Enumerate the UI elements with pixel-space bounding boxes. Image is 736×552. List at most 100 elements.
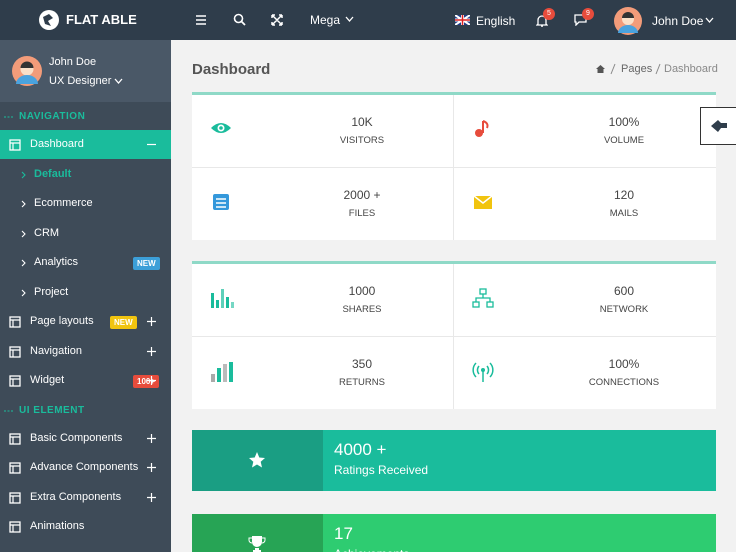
bars-icon bbox=[211, 289, 234, 308]
expand-icon bbox=[147, 492, 156, 502]
returns-icon bbox=[211, 362, 233, 382]
main: Dashboard Pages Dashboard 10K VISITORS 100… bbox=[171, 40, 736, 552]
avatar[interactable] bbox=[614, 7, 642, 35]
notification-badge: 5 bbox=[543, 8, 555, 20]
menu-item[interactable]: Basic Components bbox=[30, 431, 123, 444]
chevron bbox=[21, 259, 26, 267]
menu-icon bbox=[9, 491, 21, 504]
menu-icon[interactable] bbox=[195, 14, 207, 26]
stat-cell: 350 RETURNS bbox=[192, 337, 454, 409]
stat-label: MAILS bbox=[609, 208, 639, 219]
stat-cell: 100% VOLUME bbox=[454, 95, 716, 167]
submenu-item[interactable]: Ecommerce bbox=[34, 197, 93, 209]
chevron bbox=[345, 16, 354, 22]
star-icon bbox=[249, 452, 265, 468]
section-title: NAVIGATION bbox=[19, 111, 86, 122]
mail-icon bbox=[473, 195, 493, 209]
stat-cell: 1000 SHARES bbox=[192, 264, 454, 336]
menu-icon bbox=[9, 432, 21, 445]
banner-value: 17 bbox=[334, 524, 353, 543]
banner-label: Achievements bbox=[334, 547, 409, 552]
stat-value: 100% bbox=[608, 115, 640, 129]
stat-value: 2000 + bbox=[343, 188, 381, 202]
section-dash bbox=[4, 116, 14, 118]
stat-cell: 600 NETWORK bbox=[454, 264, 716, 336]
stat-value: 120 bbox=[613, 188, 635, 202]
badge: NEW bbox=[110, 316, 137, 329]
expand-icon bbox=[147, 376, 156, 385]
menu-icon bbox=[9, 462, 21, 474]
message-badge: 9 bbox=[582, 8, 594, 20]
menu-item[interactable]: Extra Components bbox=[30, 490, 122, 503]
menu-item[interactable]: Dashboard bbox=[30, 138, 84, 150]
expand-icon bbox=[147, 463, 156, 472]
submenu-item[interactable]: CRM bbox=[34, 226, 60, 239]
menu-item[interactable]: Navigation bbox=[30, 344, 82, 357]
chevron bbox=[21, 230, 26, 237]
banner: 17 Achievements bbox=[192, 514, 716, 552]
separator bbox=[655, 63, 661, 75]
fullscreen-icon[interactable] bbox=[271, 14, 283, 26]
banner: 4000 + Ratings Received bbox=[192, 430, 716, 491]
stat-label: CONNECTIONS bbox=[588, 377, 660, 388]
banner-value: 4000 + bbox=[334, 440, 387, 459]
menu-item[interactable]: Widget bbox=[30, 374, 65, 386]
submenu-item[interactable]: Analytics bbox=[34, 256, 79, 268]
sidebar: John Doe UX Designer NAVIGATION Dashboard… bbox=[0, 40, 171, 552]
stat-label: SHARES bbox=[342, 304, 382, 315]
search-icon[interactable] bbox=[233, 13, 246, 26]
settings-toggle[interactable] bbox=[700, 107, 736, 145]
submenu-item[interactable]: Project bbox=[34, 285, 69, 298]
stat-cell: 10K VISITORS bbox=[192, 95, 454, 167]
submenu-item[interactable]: Default bbox=[34, 167, 72, 180]
profile-role[interactable]: UX Designer bbox=[49, 75, 112, 87]
menu-icon bbox=[9, 139, 21, 151]
stat-cell: 100% CONNECTIONS bbox=[454, 337, 716, 409]
menu-icon bbox=[9, 345, 21, 358]
banner-label: Ratings Received bbox=[334, 463, 429, 477]
chevron bbox=[705, 17, 714, 23]
logo-icon bbox=[39, 10, 59, 30]
brand: FLAT ABLE bbox=[66, 12, 137, 27]
chevron bbox=[21, 200, 26, 208]
avatar bbox=[12, 56, 42, 86]
chevron bbox=[21, 171, 26, 178]
home-icon[interactable] bbox=[595, 64, 606, 74]
chevron bbox=[114, 78, 123, 84]
stat-label: NETWORK bbox=[599, 304, 649, 315]
language[interactable]: English bbox=[476, 14, 516, 28]
stat-label: VOLUME bbox=[603, 135, 645, 146]
stat-card: 10K VISITORS 100% VOLUME 2000 + FILES 120 MAILS bbox=[192, 92, 716, 240]
user-name[interactable]: John Doe bbox=[652, 14, 704, 28]
section-title: UI ELEMENT bbox=[19, 404, 85, 416]
breadcrumb-item[interactable]: Pages bbox=[621, 63, 653, 75]
expand-icon bbox=[147, 346, 156, 356]
menu-item[interactable]: Page layouts bbox=[30, 315, 94, 327]
stat-cell: 2000 + FILES bbox=[192, 168, 454, 240]
trophy-icon bbox=[248, 536, 266, 552]
stat-value: 100% bbox=[608, 357, 640, 371]
expand-icon bbox=[147, 433, 156, 443]
top-bar: FLAT ABLE Mega English 5 9 John Doe bbox=[0, 0, 736, 40]
stat-label: FILES bbox=[348, 208, 376, 219]
menu-item[interactable]: Advance Components bbox=[30, 461, 139, 473]
badge: NEW bbox=[133, 257, 160, 270]
active-item bbox=[0, 130, 171, 159]
eye-icon bbox=[211, 123, 231, 133]
menu-icon bbox=[9, 316, 21, 328]
profile: John Doe UX Designer bbox=[0, 40, 171, 102]
toggle-icon bbox=[711, 120, 727, 132]
stat-cell: 120 MAILS bbox=[454, 168, 716, 240]
menu-icon bbox=[9, 521, 21, 533]
chevron bbox=[21, 289, 26, 296]
stat-value: 600 bbox=[613, 284, 635, 298]
menu-icon bbox=[9, 375, 21, 387]
mega-menu[interactable]: Mega bbox=[310, 13, 341, 27]
page-title: Dashboard bbox=[192, 61, 271, 78]
expand-icon bbox=[147, 317, 156, 326]
collapse-icon bbox=[147, 143, 156, 146]
music-icon bbox=[475, 120, 489, 137]
menu-item[interactable]: Animations bbox=[30, 520, 85, 532]
stat-value: 1000 bbox=[348, 284, 376, 298]
